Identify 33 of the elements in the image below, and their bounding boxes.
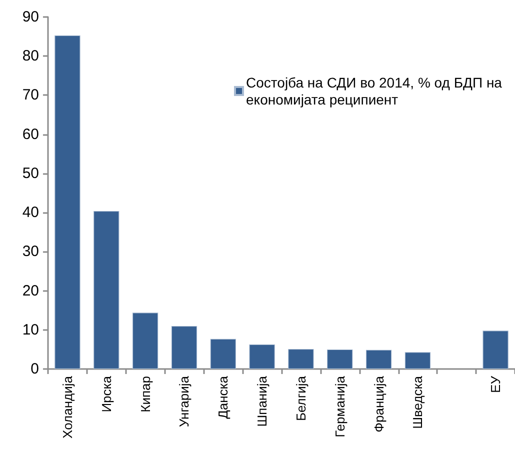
- y-tick-label: 90: [22, 8, 39, 26]
- bar: [249, 344, 275, 369]
- bar: [94, 210, 120, 369]
- x-tick-label: Холандија: [60, 375, 75, 438]
- y-tick-label: 60: [22, 126, 39, 143]
- bar: [132, 312, 158, 369]
- bar: [54, 35, 80, 369]
- bar: [210, 338, 236, 369]
- legend-label: Состојба на СДИ во 2014, % од БДП на економијата реципиент: [246, 74, 502, 108]
- y-tick-label: 30: [22, 243, 39, 260]
- y-tick-label: 10: [22, 321, 39, 338]
- y-tick-label: 50: [22, 164, 39, 182]
- x-tick-label: ЕУ: [488, 375, 504, 393]
- y-tick-label: 40: [22, 204, 39, 222]
- y-tick-label: 20: [22, 282, 39, 300]
- x-tick-label: Германија: [332, 375, 348, 438]
- y-tick-label: 0: [30, 360, 39, 378]
- bar: [482, 330, 508, 369]
- x-tick-label: Шведска: [410, 375, 426, 429]
- bar: [366, 350, 392, 369]
- y-tick-label: 70: [22, 86, 39, 104]
- x-tick-label: Унгарија: [176, 375, 192, 428]
- bar: [288, 349, 314, 369]
- x-tick-label: Белгија: [293, 375, 308, 422]
- y-tick-label: 80: [22, 48, 39, 65]
- x-tick-label: Франција: [371, 375, 386, 432]
- bar: [404, 352, 431, 369]
- x-tick-label: Шпанија: [254, 375, 270, 427]
- x-tick-label: Кипар: [138, 376, 153, 412]
- x-tick-label: Данска: [216, 375, 231, 419]
- bar: [327, 349, 353, 369]
- x-tick-label: Ирска: [98, 375, 114, 412]
- bar: [171, 326, 198, 369]
